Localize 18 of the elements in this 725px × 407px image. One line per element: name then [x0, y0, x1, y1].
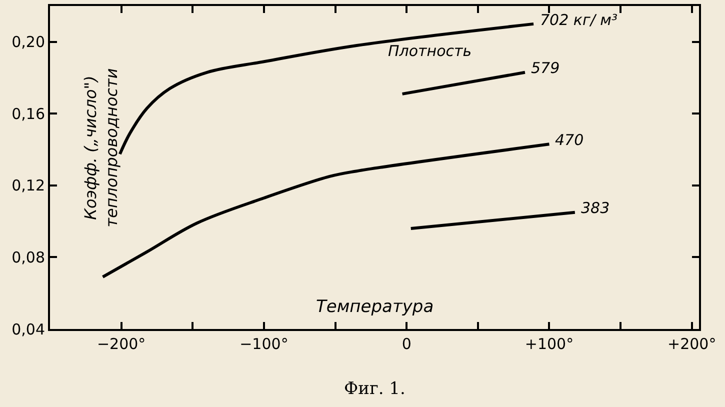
y-tick-label: 0,04: [12, 320, 45, 338]
y-axis-title: Коэфф. („число") теплопроводности: [81, 68, 121, 228]
series-label: 579: [531, 59, 560, 77]
x-tick-label: +200°: [668, 335, 716, 353]
x-tick-label: −200°: [96, 335, 146, 353]
x-tick-label: 0: [402, 335, 412, 353]
x-axis-title: Температура: [316, 297, 434, 317]
annotation: Плотность: [388, 42, 472, 60]
y-tick-label: 0,12: [12, 176, 45, 195]
x-tick-label: −100°: [240, 335, 288, 353]
series-label: 470: [555, 131, 584, 149]
legend-label: 702 кг/ м³: [540, 11, 618, 29]
text: Фиг. 1.: [344, 379, 406, 399]
y-tick-label: 0,08: [12, 248, 45, 266]
y-tick-label: 0,16: [12, 104, 45, 123]
series-label: 383: [581, 199, 610, 217]
y-tick-label: 0,20: [12, 33, 45, 52]
x-tick-label: +100°: [524, 335, 574, 353]
